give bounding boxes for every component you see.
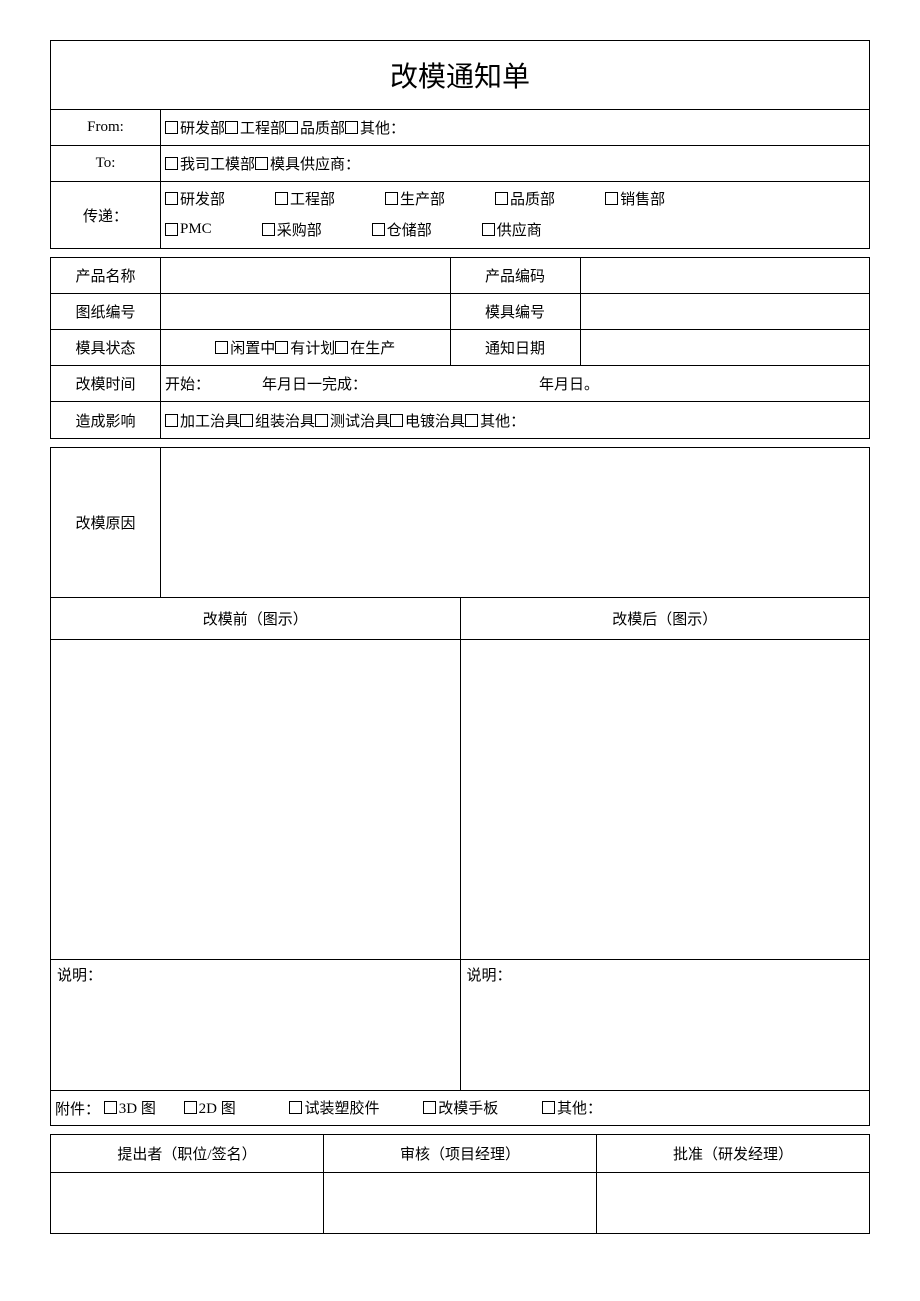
end-date[interactable]: 年月日。 (539, 373, 599, 394)
cc-row: 传递： 研发部 工程部 生产部 品质部 销售部 PMC 采购部 仓储部 供应商 (51, 182, 869, 248)
impact-machining[interactable]: 加工治具 (165, 410, 240, 431)
drawing-no-value[interactable] (161, 294, 451, 329)
proposer-sign-area[interactable] (51, 1173, 323, 1233)
start-label: 开始： (165, 373, 210, 394)
cc-opt-pmc[interactable]: PMC (165, 219, 212, 240)
proposer-column: 提出者（职位/签名） (51, 1135, 324, 1233)
signature-section: 提出者（职位/签名） 审核（项目经理） 批准（研发经理） (50, 1134, 870, 1234)
status-planned[interactable]: 有计划 (275, 337, 335, 358)
impact-other[interactable]: 其他： (465, 410, 525, 431)
mold-no-label: 模具编号 (451, 294, 581, 329)
from-opt-eng[interactable]: 工程部 (225, 117, 285, 138)
impact-label: 造成影响 (51, 402, 161, 438)
impact-assembly[interactable]: 组装治具 (240, 410, 315, 431)
cc-opt-prod[interactable]: 生产部 (385, 188, 445, 209)
form-title: 改模通知单 (51, 41, 869, 110)
product-name-label: 产品名称 (51, 258, 161, 293)
proposer-label: 提出者（职位/签名） (51, 1135, 323, 1173)
to-row: To: 我司工模部 模具供应商： (51, 146, 869, 182)
reviewer-sign-area[interactable] (324, 1173, 596, 1233)
before-diagram-area[interactable] (51, 640, 460, 960)
impact-test[interactable]: 测试治具 (315, 410, 390, 431)
product-name-value[interactable] (161, 258, 451, 293)
attach-proto[interactable]: 改模手板 (423, 1097, 498, 1118)
notice-date-label: 通知日期 (451, 330, 581, 365)
cc-options: 研发部 工程部 生产部 品质部 销售部 PMC 采购部 仓储部 供应商 (161, 182, 869, 248)
product-code-label: 产品编码 (451, 258, 581, 293)
body-section: 改模原因 改模前（图示） 说明： 改模后（图示） 说明： 附件： 3D 图 2D… (50, 447, 870, 1126)
reviewer-column: 审核（项目经理） (324, 1135, 597, 1233)
mold-change-notice-form: 改模通知单 From: 研发部 工程部 品质部 其他： To: 我司工模部 模具… (50, 40, 870, 1234)
reviewer-label: 审核（项目经理） (324, 1135, 596, 1173)
from-opt-qc[interactable]: 品质部 (285, 117, 345, 138)
cc-opt-rd[interactable]: 研发部 (165, 188, 225, 209)
after-column: 改模后（图示） 说明： (461, 598, 870, 1090)
from-opt-rd[interactable]: 研发部 (165, 117, 225, 138)
after-diagram-area[interactable] (461, 640, 870, 960)
mold-status-options: 闲置中 有计划 在生产 (161, 330, 451, 365)
before-description[interactable]: 说明： (51, 960, 460, 1090)
attachments-row: 附件： 3D 图 2D 图 试装塑胶件 改模手板 其他： (51, 1090, 869, 1125)
notice-date-value[interactable] (581, 330, 870, 365)
mold-status-row: 模具状态 闲置中 有计划 在生产 通知日期 (51, 330, 869, 366)
diagram-section: 改模前（图示） 说明： 改模后（图示） 说明： (51, 598, 869, 1090)
before-label: 改模前（图示） (51, 598, 460, 640)
after-description[interactable]: 说明： (461, 960, 870, 1090)
approver-column: 批准（研发经理） (597, 1135, 869, 1233)
impact-row: 造成影响 加工治具 组装治具 测试治具 电镀治具 其他： (51, 402, 869, 438)
attach-trial[interactable]: 试装塑胶件 (289, 1097, 379, 1118)
drawing-row: 图纸编号 模具编号 (51, 294, 869, 330)
attachments-label: 附件： (55, 1102, 100, 1118)
header-section: 改模通知单 From: 研发部 工程部 品质部 其他： To: 我司工模部 模具… (50, 40, 870, 249)
to-opt-internal[interactable]: 我司工模部 (165, 153, 255, 174)
status-inprod[interactable]: 在生产 (335, 337, 395, 358)
to-options: 我司工模部 模具供应商： (161, 146, 869, 181)
attach-3d[interactable]: 3D 图 (104, 1097, 156, 1118)
cc-opt-warehouse[interactable]: 仓储部 (372, 219, 432, 240)
info-section: 产品名称 产品编码 图纸编号 模具编号 模具状态 闲置中 有计划 在生产 通知日… (50, 257, 870, 439)
drawing-no-label: 图纸编号 (51, 294, 161, 329)
cc-label: 传递： (51, 182, 161, 248)
from-opt-other[interactable]: 其他： (345, 117, 405, 138)
mold-no-value[interactable] (581, 294, 870, 329)
status-idle[interactable]: 闲置中 (215, 337, 275, 358)
from-options: 研发部 工程部 品质部 其他： (161, 110, 869, 145)
mod-time-values: 开始： 年月日一完成： 年月日。 (161, 366, 869, 401)
after-label: 改模后（图示） (461, 598, 870, 640)
cc-opt-qc[interactable]: 品质部 (495, 188, 555, 209)
mod-time-row: 改模时间 开始： 年月日一完成： 年月日。 (51, 366, 869, 402)
mold-status-label: 模具状态 (51, 330, 161, 365)
reason-row: 改模原因 (51, 448, 869, 598)
approver-label: 批准（研发经理） (597, 1135, 869, 1173)
reason-value[interactable] (161, 448, 869, 597)
cc-opt-supplier[interactable]: 供应商 (482, 219, 542, 240)
approver-sign-area[interactable] (597, 1173, 869, 1233)
to-opt-supplier[interactable]: 模具供应商： (255, 153, 360, 174)
from-label: From: (51, 110, 161, 145)
impact-options: 加工治具 组装治具 测试治具 电镀治具 其他： (161, 402, 869, 438)
reason-label: 改模原因 (51, 448, 161, 597)
cc-opt-purchase[interactable]: 采购部 (262, 219, 322, 240)
mod-time-label: 改模时间 (51, 366, 161, 401)
attach-2d[interactable]: 2D 图 (184, 1097, 236, 1118)
product-code-value[interactable] (581, 258, 870, 293)
cc-opt-sales[interactable]: 销售部 (605, 188, 665, 209)
product-row: 产品名称 产品编码 (51, 258, 869, 294)
attach-other[interactable]: 其他： (542, 1097, 602, 1118)
cc-opt-eng[interactable]: 工程部 (275, 188, 335, 209)
start-date[interactable]: 年月日一完成： (262, 373, 367, 394)
to-label: To: (51, 146, 161, 181)
impact-plating[interactable]: 电镀治具 (390, 410, 465, 431)
from-row: From: 研发部 工程部 品质部 其他： (51, 110, 869, 146)
before-column: 改模前（图示） 说明： (51, 598, 461, 1090)
